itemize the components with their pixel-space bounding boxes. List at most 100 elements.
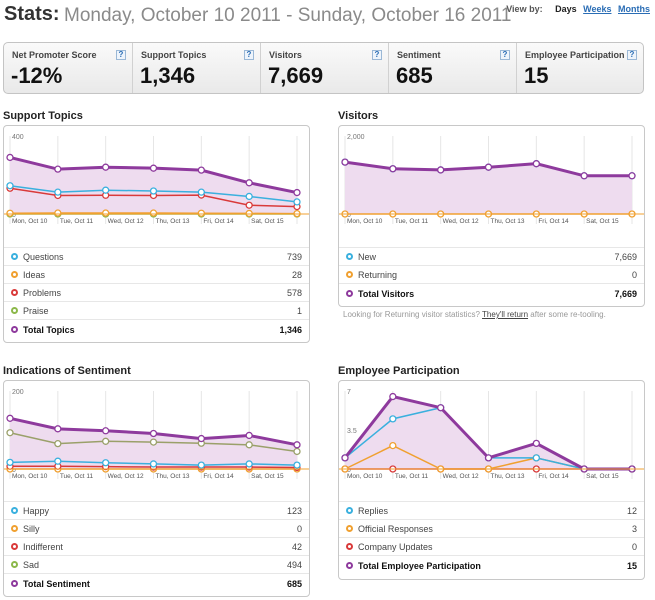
legend-value: 12 [626,506,637,516]
data-point [532,439,540,448]
legend-row-happy[interactable]: Happy 123 [4,501,309,519]
x-tick-label: Wed, Oct 12 [443,218,479,225]
data-point [149,164,158,172]
x-tick-label: Mon, Oct 10 [12,473,48,480]
legend-value: 0 [631,542,637,552]
data-point [102,163,110,171]
help-icon[interactable]: ? [372,50,382,60]
data-point [102,186,110,194]
theyll-return-link[interactable]: They'll return [482,310,529,319]
legend-row-silly[interactable]: Silly 0 [4,519,309,537]
legend-row-returning[interactable]: Returning 0 [339,265,644,283]
legend-value: 1,346 [279,325,302,335]
data-point [54,425,62,433]
help-icon[interactable]: ? [627,50,637,60]
x-tick-label: Tue, Oct 11 [395,473,429,480]
help-icon[interactable]: ? [116,50,126,60]
legend-label: Silly [23,524,40,534]
visitors-title: Visitors [338,110,379,122]
legend-value: 42 [291,542,302,552]
legend-value: 7,669 [614,289,637,299]
data-point [341,454,349,462]
legend-row-questions[interactable]: Questions 739 [4,247,309,265]
legend-dot-icon [11,253,18,260]
x-tick-label: Wed, Oct 12 [108,473,144,480]
data-point [149,438,158,446]
data-point [54,188,62,196]
data-point [102,427,110,435]
legend-label: Official Responses [358,524,433,534]
legend-label: Questions [23,252,64,262]
legend-label: Indifferent [23,542,63,552]
legend-label: Total Sentiment [23,579,90,589]
legend-row-total-topics[interactable]: Total Topics 1,346 [4,319,309,339]
data-point [245,209,253,218]
sentiment-legend: Happy 123 Silly 0 Indifferent 42 Sad 494 Tot… [4,501,309,593]
view-weeks-link[interactable]: Weeks [583,4,612,14]
legend-row-total-visitors[interactable]: Total Visitors 7,669 [339,283,644,303]
data-point [389,415,397,423]
x-tick-label: Thu, Oct 13 [491,473,525,480]
data-point [437,166,445,174]
view-days-option[interactable]: Days [555,4,577,14]
area-fill [345,396,632,469]
legend-row-replies[interactable]: Replies 12 [339,501,644,519]
data-point [389,441,397,450]
data-point [54,209,62,217]
sentiment-title: Indications of Sentiment [3,365,131,377]
legend-value: 739 [286,252,302,262]
legend-value: 28 [291,270,302,280]
data-point [54,457,62,465]
data-point [437,404,445,412]
legend-row-ideas[interactable]: Ideas 28 [4,265,309,283]
data-point [6,429,14,437]
help-icon[interactable]: ? [500,50,510,60]
legend-row-total-sentiment[interactable]: Total Sentiment 685 [4,573,309,593]
date-range: Monday, October 10 2011 - Sunday, Octobe… [64,5,512,26]
employee-participation-legend: Replies 12 Official Responses 3 Company Up… [339,501,644,575]
legend-row-total-employee-participation[interactable]: Total Employee Participation 15 [339,555,644,575]
legend-label: Total Topics [23,325,75,335]
y-tick-label: 400 [12,134,24,141]
stat-value: -12% [11,63,63,88]
data-point [102,209,110,217]
view-months-link[interactable]: Months [618,4,650,14]
x-tick-label: Fri, Oct 14 [538,473,569,480]
legend-value: 3 [631,524,637,534]
help-icon[interactable]: ? [244,50,254,60]
data-point [580,172,588,180]
data-point [6,182,14,190]
legend-label: Total Visitors [358,289,415,299]
legend-row-official-responses[interactable]: Official Responses 3 [339,519,644,537]
legend-row-praise[interactable]: Praise 1 [4,301,309,319]
visitors-legend: New 7,669 Returning 0 Total Visitors 7,669 [339,247,644,303]
employee-participation-panel: 7 3.5 0 Mon, Oct 10 Tue, Oct 11 Wed, Oct 12 Th… [338,380,645,580]
legend-dot-icon [11,289,18,296]
legend-dot-icon [346,562,353,569]
view-by-label: View by: [506,4,543,14]
legend-row-company-updates[interactable]: Company Updates 0 [339,537,644,555]
legend-dot-icon [11,561,18,568]
legend-value: 0 [631,270,637,280]
legend-row-problems[interactable]: Problems 578 [4,283,309,301]
data-point [149,429,158,438]
data-point [628,172,636,180]
x-tick-label: Sat, Oct 15 [586,218,619,225]
data-point [484,454,493,462]
legend-row-sad[interactable]: Sad 494 [4,555,309,573]
x-tick-label: Fri, Oct 14 [203,218,234,225]
data-point [6,458,14,467]
data-point [102,437,110,445]
stat-net-promoter: Net Promoter Score ? -12% [4,43,132,93]
data-point [293,461,301,469]
area-fill [345,162,632,214]
legend-row-indifferent[interactable]: Indifferent 42 [4,537,309,555]
stat-title: Visitors [269,50,302,60]
legend-row-new[interactable]: New 7,669 [339,247,644,265]
legend-label: Total Employee Participation [358,561,481,571]
x-tick-label: Thu, Oct 13 [156,218,190,225]
note-text: Looking for Returning visitor statistics… [343,310,480,319]
stat-employee-participation: Employee Participation ? 15 [516,43,643,93]
